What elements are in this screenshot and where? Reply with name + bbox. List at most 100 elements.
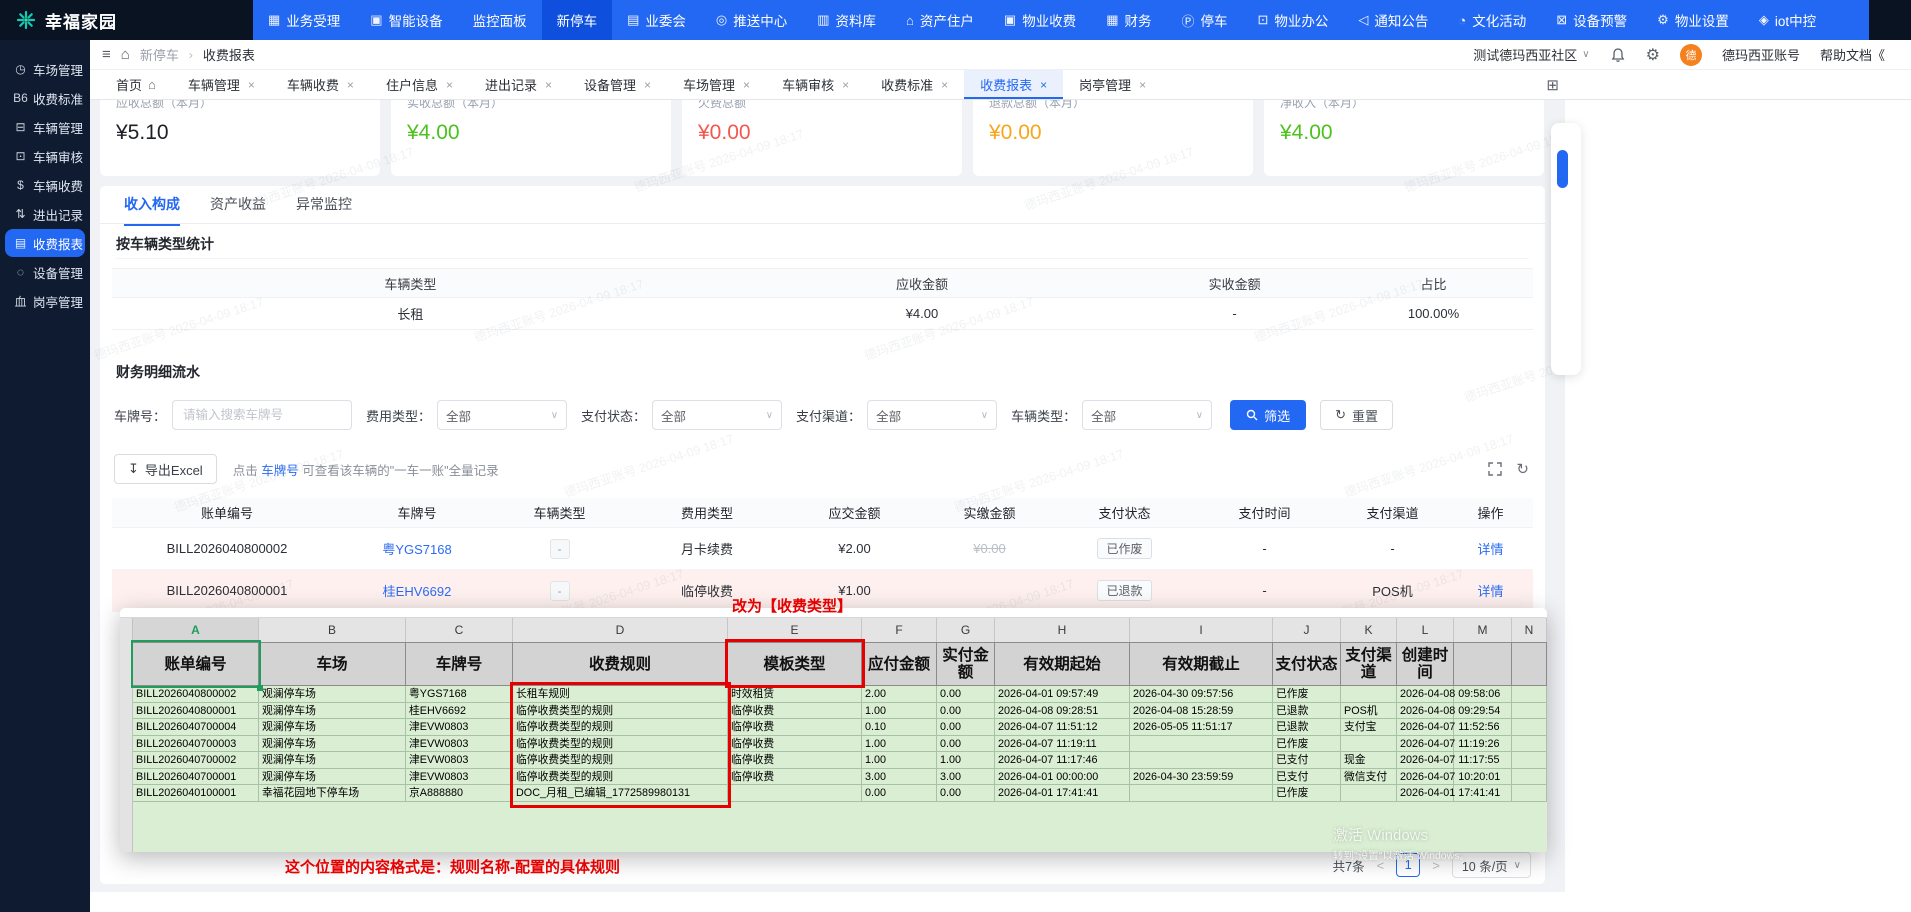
excel-row[interactable]: BILL2026040700002 观澜停车场 津EVW0803 临停收费类型的…	[133, 752, 1547, 769]
gear-icon[interactable]	[1646, 45, 1660, 65]
close-icon[interactable]	[644, 79, 651, 91]
bell-icon[interactable]	[1610, 47, 1626, 63]
topnav-item[interactable]: ▣ 物业收费	[989, 0, 1091, 40]
excel-header-due[interactable]: 应付金额	[862, 642, 937, 686]
reset-button[interactable]: 重置	[1320, 400, 1394, 430]
page-number-button[interactable]: 1	[1396, 853, 1421, 877]
page-tab[interactable]: 设备管理	[568, 70, 667, 99]
help-docs-link[interactable]: 帮助文档《	[1819, 48, 1885, 63]
community-selector[interactable]: 测试德玛西亚社区	[1473, 45, 1589, 64]
topnav-item[interactable]: ⊠ 设备预警	[1541, 0, 1642, 40]
close-icon[interactable]	[1139, 79, 1146, 91]
excel-column-letter[interactable]: K	[1341, 618, 1397, 642]
page-tab[interactable]: 车辆管理	[172, 70, 271, 99]
topnav-item[interactable]: Ⓟ 停车	[1166, 0, 1242, 40]
topnav-item[interactable]: ▣ 智能设备	[355, 0, 457, 40]
close-icon[interactable]	[941, 79, 948, 91]
topnav-item[interactable]: ◈ iot中控	[1744, 0, 1831, 40]
excel-header-empty[interactable]	[1454, 642, 1512, 686]
vehicle-type-select[interactable]: 全部	[1082, 400, 1213, 430]
excel-row[interactable]: BILL2026040700004 观澜停车场 津EVW0803 临停收费类型的…	[133, 719, 1547, 736]
excel-row[interactable]: BILL2026040700001 观澜停车场 津EVW0803 临停收费类型的…	[133, 768, 1547, 785]
app-logo[interactable]: 幸福家园	[0, 0, 253, 40]
close-icon[interactable]	[1040, 79, 1047, 91]
excel-header-created[interactable]: 创建时间	[1397, 642, 1454, 686]
page-tab[interactable]: 首页	[100, 70, 172, 99]
detail-link[interactable]: 详情	[1477, 542, 1504, 557]
excel-column-letter[interactable]: J	[1273, 618, 1341, 642]
topnav-item[interactable]: 监控面板	[458, 0, 542, 40]
excel-header-valid-start[interactable]: 有效期起始	[995, 642, 1130, 686]
account-name[interactable]: 德玛西亚账号	[1721, 48, 1800, 63]
report-tab[interactable]: 资产收益	[210, 194, 266, 226]
tab-layout-grid-icon[interactable]	[1546, 76, 1559, 94]
excel-header-status[interactable]: 支付状态	[1273, 642, 1341, 686]
excel-header-paid[interactable]: 实付金额	[937, 642, 995, 686]
pay-channel-select[interactable]: 全部	[867, 400, 998, 430]
excel-row[interactable]: BILL2026040700003 观澜停车场 津EVW0803 临停收费类型的…	[133, 735, 1547, 752]
breadcrumb-home-icon[interactable]	[121, 47, 130, 62]
close-icon[interactable]	[248, 79, 255, 91]
vehicle-type-box[interactable]: -	[549, 580, 570, 601]
topnav-item[interactable]: ⌂ 资产住户	[891, 0, 989, 40]
refresh-icon[interactable]	[1516, 460, 1529, 478]
excel-column-letter[interactable]: C	[406, 618, 513, 642]
page-tab[interactable]: 进出记录	[469, 70, 568, 99]
topnav-item[interactable]: ⚙ 物业设置	[1642, 0, 1744, 40]
breadcrumb-section[interactable]: 新停车	[139, 48, 179, 63]
close-icon[interactable]	[743, 79, 750, 91]
page-tab[interactable]: 车辆收费	[271, 70, 370, 99]
excel-row[interactable]: BILL2026040100001 幸福花园地下停车场 京A888880 DOC…	[133, 785, 1547, 802]
topnav-item[interactable]: ◔ 文化活动	[1443, 0, 1541, 40]
excel-header-channel[interactable]: 支付渠道	[1341, 642, 1397, 686]
drawer-scroll-thumb[interactable]	[1557, 150, 1568, 188]
page-tab[interactable]: 车场管理	[667, 70, 766, 99]
excel-column-letter[interactable]: F	[862, 618, 937, 642]
hint-plate-link[interactable]: 车牌号	[261, 463, 299, 478]
fee-type-select[interactable]: 全部	[437, 400, 568, 430]
excel-row[interactable]: BILL2026040800002 观澜停车场 粤YGS7168 长租车规则 时…	[133, 686, 1547, 703]
sidebar-item[interactable]: ⊡ 车辆审核	[5, 142, 85, 170]
sidebar-item[interactable]: ⇅ 进出记录	[5, 200, 85, 228]
pay-status-select[interactable]: 全部	[652, 400, 783, 430]
sidebar-item[interactable]: $ 车辆收费	[5, 171, 85, 199]
sidebar-item[interactable]: ⊟ 车辆管理	[5, 113, 85, 141]
sidebar-item[interactable]: ◌ 设备管理	[5, 258, 85, 286]
excel-row[interactable]: BILL2026040800001 观澜停车场 桂EHV6692 临停收费类型的…	[133, 702, 1547, 719]
excel-header-rule[interactable]: 收费规则	[513, 642, 728, 686]
fullscreen-icon[interactable]	[1488, 462, 1503, 476]
excel-column-letter[interactable]: M	[1454, 618, 1512, 642]
page-size-select[interactable]: 10 条/页	[1451, 852, 1531, 878]
topnav-item[interactable]: ◎ 推送中心	[701, 0, 802, 40]
excel-column-letter[interactable]: I	[1130, 618, 1273, 642]
topnav-item[interactable]: ▤ 业委会	[612, 0, 701, 40]
page-tab[interactable]: 住户信息	[370, 70, 469, 99]
topnav-item[interactable]: ⊡ 物业办公	[1243, 0, 1344, 40]
avatar[interactable]: 德	[1679, 43, 1702, 66]
sidebar-item[interactable]: ◷ 车场管理	[5, 55, 85, 83]
topnav-item[interactable]: ▦ 财务	[1091, 0, 1166, 40]
excel-header-lot[interactable]: 车场	[259, 642, 406, 686]
page-tab[interactable]: 收费标准	[865, 70, 964, 99]
excel-header-empty[interactable]	[1512, 642, 1547, 686]
excel-header-valid-end[interactable]: 有效期截止	[1130, 642, 1273, 686]
topnav-item[interactable]: 新停车	[541, 0, 613, 40]
excel-column-letter[interactable]: L	[1397, 618, 1454, 642]
filter-button[interactable]: 筛选	[1230, 400, 1307, 430]
sidebar-item[interactable]: 血 岗亭管理	[5, 287, 85, 315]
plate-link[interactable]: 桂EHV6692	[382, 584, 452, 599]
close-icon[interactable]	[446, 79, 453, 91]
close-icon[interactable]	[347, 79, 354, 91]
excel-column-letter[interactable]: G	[937, 618, 995, 642]
close-icon[interactable]	[545, 79, 552, 91]
excel-column-letter[interactable]: E	[728, 618, 862, 642]
close-icon[interactable]	[842, 79, 849, 91]
excel-column-letter[interactable]: D	[513, 618, 728, 642]
vehicle-type-box[interactable]: -	[549, 538, 570, 559]
sidebar-item[interactable]: ▤ 收费报表	[5, 229, 85, 257]
plate-link[interactable]: 粤YGS7168	[382, 542, 452, 557]
export-excel-button[interactable]: 导出Excel	[114, 454, 217, 484]
topnav-item[interactable]: ▥ 资料库	[802, 0, 891, 40]
page-tab[interactable]: 车辆审核	[766, 70, 865, 99]
topnav-item[interactable]: ▦ 业务受理	[253, 0, 355, 40]
